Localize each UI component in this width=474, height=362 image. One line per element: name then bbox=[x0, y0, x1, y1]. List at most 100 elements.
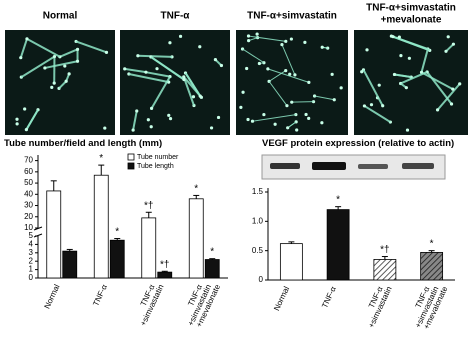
cell bbox=[241, 90, 245, 94]
bar bbox=[109, 239, 125, 279]
cell bbox=[262, 112, 266, 117]
tube bbox=[268, 70, 286, 82]
cell bbox=[149, 106, 154, 110]
cell bbox=[288, 72, 292, 76]
cell bbox=[392, 72, 397, 77]
cell bbox=[365, 48, 369, 52]
cell bbox=[75, 59, 80, 63]
cell bbox=[198, 94, 202, 98]
annotation: * bbox=[194, 183, 198, 194]
cell bbox=[245, 66, 249, 71]
cell bbox=[449, 102, 454, 106]
cell bbox=[209, 126, 214, 130]
cell bbox=[135, 109, 139, 113]
y-tick-label: 5 bbox=[29, 231, 34, 240]
tube bbox=[25, 109, 39, 131]
cell bbox=[295, 128, 299, 132]
bar-hatch bbox=[420, 252, 443, 280]
cell bbox=[239, 105, 243, 109]
chart-title: Tube number/field and length (mm) bbox=[4, 138, 162, 149]
tube bbox=[252, 114, 296, 122]
tube bbox=[394, 73, 412, 79]
tube bbox=[314, 95, 335, 101]
bar bbox=[141, 217, 157, 279]
cell bbox=[404, 86, 408, 90]
cell bbox=[146, 118, 150, 122]
tube bbox=[19, 38, 28, 58]
panel-label: Normal bbox=[43, 11, 78, 22]
bar bbox=[204, 259, 220, 279]
cell bbox=[52, 54, 57, 59]
cell bbox=[182, 77, 186, 82]
cell bbox=[284, 39, 288, 43]
cell bbox=[246, 117, 250, 122]
blot-band bbox=[312, 162, 346, 170]
cell bbox=[43, 66, 47, 70]
tube bbox=[137, 54, 173, 58]
tube bbox=[363, 105, 391, 123]
tube bbox=[267, 68, 310, 83]
tube bbox=[150, 76, 171, 109]
cell bbox=[290, 100, 294, 104]
panel-label: +mevalonate bbox=[381, 15, 442, 26]
bar bbox=[62, 250, 78, 279]
cell bbox=[219, 63, 224, 68]
cell bbox=[178, 34, 183, 38]
cell bbox=[67, 72, 71, 76]
blot-band bbox=[402, 163, 434, 169]
cell bbox=[24, 128, 28, 132]
y-tick-label: 40 bbox=[24, 189, 33, 198]
cell bbox=[304, 112, 308, 117]
cell bbox=[303, 40, 307, 44]
tube bbox=[145, 71, 171, 78]
cell bbox=[286, 126, 290, 130]
cell bbox=[458, 82, 462, 86]
cell bbox=[191, 95, 196, 99]
tube bbox=[132, 110, 138, 131]
blot-band bbox=[358, 164, 388, 169]
cell bbox=[144, 70, 148, 74]
cell bbox=[320, 45, 324, 49]
cell bbox=[289, 37, 293, 41]
cell bbox=[444, 49, 448, 53]
cell bbox=[247, 39, 251, 43]
cell bbox=[15, 117, 19, 121]
cell bbox=[168, 117, 173, 121]
tube bbox=[75, 40, 107, 54]
cell bbox=[64, 79, 68, 83]
tube bbox=[58, 80, 67, 90]
tube bbox=[184, 72, 202, 97]
tube bbox=[248, 35, 286, 42]
cell bbox=[435, 108, 440, 112]
y-tick-label: 50 bbox=[24, 178, 33, 187]
tube bbox=[281, 44, 296, 76]
cell bbox=[149, 125, 153, 129]
y-tick-label: 30 bbox=[24, 201, 33, 210]
y-tick-label: 0.5 bbox=[252, 246, 264, 255]
panel-label: TNF-α+simvastatin bbox=[366, 3, 456, 14]
bar-hatch bbox=[373, 259, 396, 280]
cell bbox=[399, 54, 403, 58]
cell bbox=[25, 37, 29, 41]
cell bbox=[52, 81, 56, 85]
bar bbox=[188, 198, 204, 279]
tube bbox=[44, 60, 78, 69]
annotation: * bbox=[430, 239, 434, 250]
tube bbox=[362, 69, 384, 107]
y-tick-label: 0 bbox=[29, 273, 34, 282]
bar bbox=[279, 243, 303, 281]
cell bbox=[446, 35, 450, 39]
y-tick-label: 2 bbox=[29, 256, 34, 265]
tube bbox=[421, 71, 454, 91]
x-tick-label: TNF-α bbox=[91, 283, 109, 308]
cell bbox=[339, 86, 343, 90]
cell bbox=[280, 42, 284, 47]
legend-swatch bbox=[127, 162, 135, 170]
tube bbox=[400, 71, 428, 85]
x-tick-label: Normal bbox=[43, 283, 62, 310]
cell bbox=[131, 128, 135, 132]
annotation: * bbox=[99, 153, 103, 164]
cell bbox=[104, 50, 109, 54]
cell bbox=[255, 32, 259, 36]
